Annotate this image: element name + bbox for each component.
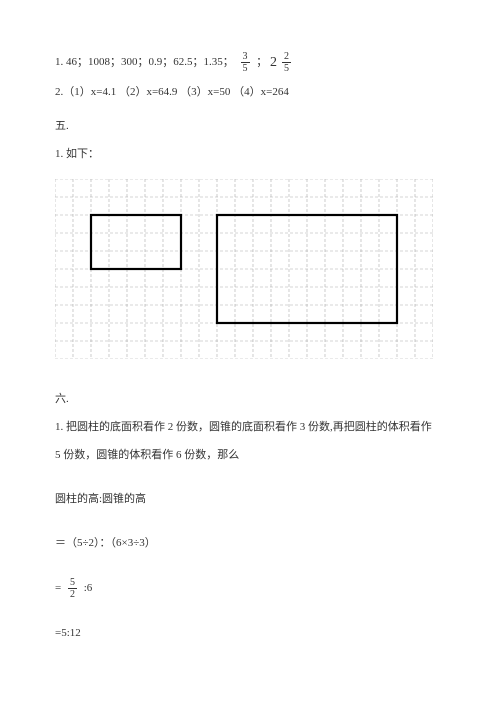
frac-den: 5 (241, 63, 250, 74)
q6-4-eq: = (55, 582, 61, 594)
question-6-3: ＝（5÷2）：（6×3÷3） (55, 534, 445, 554)
frac-num: 3 (241, 51, 250, 63)
section-six-heading: 六. (55, 390, 445, 410)
mixed-den: 5 (282, 63, 291, 74)
mixed-whole: 2 (270, 50, 277, 75)
frac-num: 5 (68, 577, 77, 589)
answers-line-1: 1. 46；1008；300；0.9；62.5；1.35； 3 5 ； 2 2 … (55, 50, 445, 75)
answers-line-2: 2.（1）x=4.1 （2）x=64.9 （3）x=50 （4）x=264 (55, 83, 445, 103)
question-6-1a: 1. 把圆柱的底面积看作 2 份数，圆锥的底面积看作 3 份数,再把圆柱的体积看… (55, 418, 445, 438)
mixed-frac: 2 5 (282, 51, 291, 74)
question-6-2: 圆柱的高:圆锥的高 (55, 490, 445, 510)
grid-figure (55, 179, 445, 367)
fraction-3-5: 3 5 (241, 51, 250, 74)
question-6-4: = 5 2 :6 (55, 577, 445, 600)
mixed-num: 2 (282, 51, 291, 63)
question-5-1: 1. 如下： (55, 145, 445, 165)
section-five-heading: 五. (55, 117, 445, 137)
mixed-2-2-5: 2 2 5 (270, 50, 295, 75)
grid-svg (55, 179, 433, 359)
question-6-1b: 5 份数，圆锥的体积看作 6 份数，那么 (55, 446, 445, 466)
q6-4-tail: :6 (84, 582, 93, 594)
question-6-5: =5:12 (55, 624, 445, 644)
line1-prefix: 1. 46；1008；300；0.9；62.5；1.35； (55, 56, 234, 68)
frac-den: 2 (68, 589, 77, 600)
line1-sep: ； (256, 56, 267, 68)
fraction-5-2: 5 2 (68, 577, 77, 600)
